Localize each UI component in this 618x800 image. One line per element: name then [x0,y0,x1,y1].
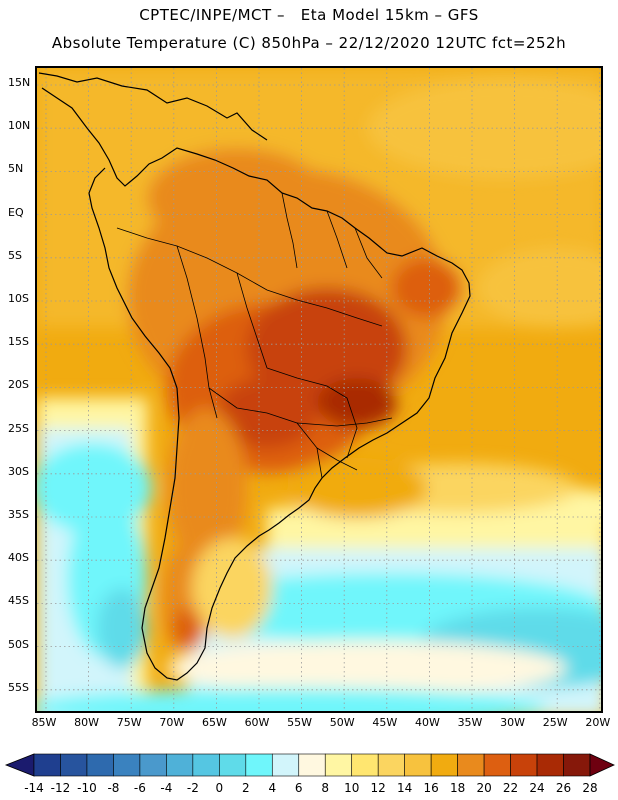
graticule [37,68,601,711]
longitude-label: 80W [74,716,100,729]
colorbar-swatch [457,753,485,777]
colorbar-label: 18 [449,781,466,795]
longitude-label: 30W [500,716,526,729]
colorbar-label: 24 [529,781,545,795]
coastlines [38,72,471,681]
colorbar-swatch [271,753,300,777]
latitude-label: 10S [8,292,29,305]
colorbar-swatch [430,753,458,777]
longitude-label: 55W [287,716,313,729]
temperature-field [37,68,601,711]
latitude-label: 5S [8,248,22,262]
colorbar-swatch [404,753,432,777]
colorbar-label: -8 [107,781,120,795]
colorbar [4,753,615,777]
latitude-label: 40S [8,551,29,565]
colorbar-label: -10 [77,781,97,795]
colorbar-label: 22 [502,781,519,795]
colorbar-label: -6 [133,781,146,795]
colorbar-swatch [139,753,167,777]
colorbar-label: 28 [582,781,598,795]
latitude-label: 55S [8,680,29,694]
temperature-map [35,66,603,713]
colorbar-swatch [377,753,405,777]
map-subtitle: Absolute Temperature (C) 850hPa – 22/12/… [51,34,567,52]
latitude-label: 5N [8,162,24,176]
colorbar-label: -14 [24,781,44,795]
latitude-label: 15N [8,76,31,89]
colorbar-label: 8 [321,781,330,795]
map-title: CPTEC/INPE/MCT – Eta Model 15km – GFS [139,6,479,24]
colorbar-low-arrow [4,753,35,777]
map-canvas [37,68,601,711]
colorbar-swatch [483,753,511,777]
longitude-label: 20W [585,716,611,729]
colorbar-swatch [563,753,591,777]
colorbar-label: -2 [186,781,199,795]
longitude-label: 35W [457,716,483,729]
colorbar-label: 26 [555,781,572,795]
colorbar-swatch [219,753,247,777]
longitude-label: 60W [244,716,270,729]
colorbar-label: 16 [423,781,439,795]
longitude-label: 25W [542,716,568,729]
longitude-label: 65W [201,716,227,729]
colorbar-label: 14 [397,781,413,795]
colorbar-swatch [510,753,538,777]
longitude-label: 70W [159,716,185,729]
country-borders [116,192,393,479]
latitude-label: 30S [8,464,29,478]
colorbar-swatch [245,753,273,777]
colorbar-swatch [113,753,141,777]
colorbar-swatch [298,753,326,777]
colorbar-swatch [166,753,194,777]
longitude-label: 50W [329,716,355,729]
latitude-label: 10N [8,119,31,133]
colorbar-swatch [60,753,88,777]
longitude-label: 85W [31,716,57,729]
colorbar-swatch [536,753,564,777]
colorbar-label: 6 [294,781,303,795]
colorbar-swatch [86,753,114,777]
longitude-label: 40W [414,716,440,729]
colorbar-swatch [324,753,353,777]
latitude-label: 35S [8,508,29,521]
longitude-label: 75W [116,716,142,729]
colorbar-label: 2 [241,781,250,795]
colorbar-label: 4 [268,781,277,795]
colorbar-swatch [33,753,61,777]
colorbar-swatch [192,753,220,777]
latitude-label: EQ [8,205,24,219]
latitude-label: 15S [8,335,29,349]
colorbar-label: 0 [215,781,224,795]
latitude-label: 20S [8,378,29,392]
colorbar-swatch [351,753,379,777]
colorbar-label: -12 [50,781,71,795]
colorbar-label: -4 [160,781,173,795]
colorbar-label: 12 [370,781,386,795]
latitude-label: 45S [8,594,29,608]
colorbar-label: 20 [476,781,492,795]
latitude-label: 25S [8,421,29,435]
colorbar-label: 10 [344,781,360,795]
colorbar-high-arrow [589,753,615,777]
latitude-label: 50S [8,637,29,651]
longitude-label: 45W [372,716,398,729]
